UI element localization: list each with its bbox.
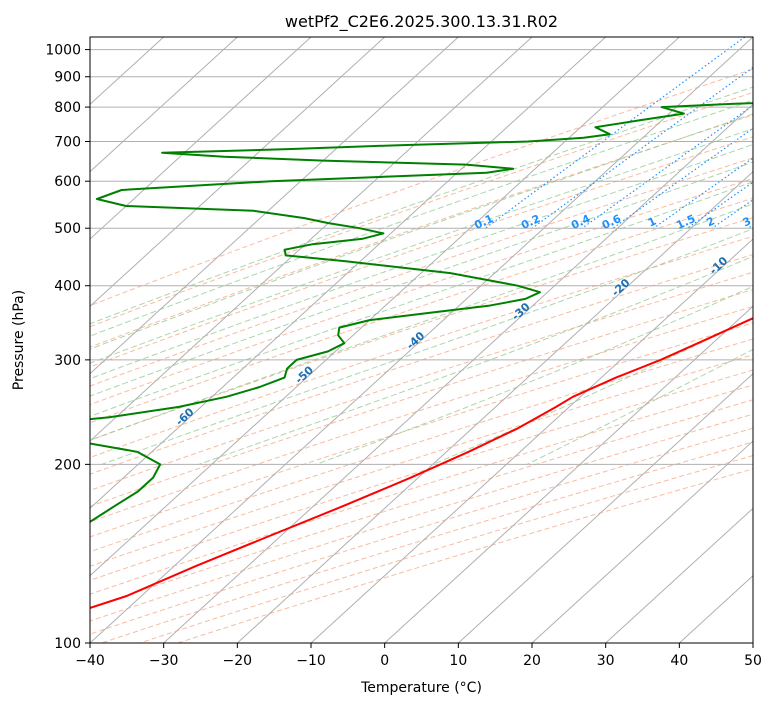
x-tick-label: −40 [75, 653, 105, 669]
isotherm-line [236, 170, 753, 643]
x-tick-label: −30 [149, 653, 179, 669]
mixing-ratio-line [612, 127, 753, 229]
x-tick-label: 0 [380, 653, 389, 669]
dry-adiabat [101, 441, 753, 643]
x-axis: −40 −30 −20 −10 0 10 20 30 40 50 [75, 643, 762, 669]
isotherm-line [90, 37, 680, 577]
isotherm-line [90, 37, 312, 240]
moist-adiabat [90, 203, 753, 441]
mixing-ratio-label: 1 [646, 215, 658, 230]
mixing-ratio-label: 3 [741, 215, 753, 230]
y-tick-label: 1000 [45, 43, 81, 59]
isotherm-line [163, 103, 753, 643]
isotherm-line [384, 305, 753, 643]
moist-adiabat [90, 113, 753, 350]
dewpoint-profile-line [90, 102, 753, 523]
y-tick-label: 800 [54, 100, 81, 116]
isotherm-label: -40 [404, 329, 428, 352]
mixing-ratio-line [747, 224, 753, 229]
y-tick-label: 700 [54, 134, 81, 150]
mixing-ratio-label: 0.1 [472, 212, 495, 232]
isotherm-label: -20 [609, 276, 633, 299]
y-tick-label: 300 [54, 353, 81, 369]
profile-series [90, 102, 753, 610]
grid-lines [90, 37, 753, 643]
dry-adiabat [90, 177, 753, 406]
isotherm-line [90, 37, 386, 308]
moist-adiabat [90, 161, 753, 397]
dry-adiabat [90, 68, 753, 307]
y-tick-label: 400 [54, 279, 81, 295]
isotherm-line [90, 37, 459, 375]
moist-adiabat [198, 255, 753, 465]
isotherm-line [90, 37, 533, 442]
moist-adiabat [101, 228, 753, 465]
isotherm-label: -50 [293, 363, 317, 386]
x-tick-label: 30 [597, 653, 615, 669]
mixing-ratio-label: 1.5 [674, 212, 697, 232]
isotherm-line [457, 372, 753, 643]
isotherm-line [90, 37, 753, 643]
isotherm-line [531, 440, 753, 643]
chart-title: wetPf2_C2E6.2025.300.13.31.R02 [285, 12, 558, 32]
dry-adiabat [139, 455, 753, 643]
x-tick-label: −20 [223, 653, 253, 669]
moist-adiabat [315, 285, 753, 465]
mixing-ratio-label: 4 [767, 214, 775, 229]
y-tick-label: 100 [54, 636, 81, 652]
dry-adiabat [90, 354, 753, 567]
mixing-ratio-label: 2 [704, 215, 716, 230]
isotherm-line [605, 507, 753, 643]
x-tick-label: −10 [296, 653, 326, 669]
temperature-profile-line [90, 317, 753, 610]
y-tick-label: 500 [54, 221, 81, 237]
x-tick-label: 50 [744, 653, 762, 669]
y-axis-label: Pressure (hPa) [11, 290, 27, 390]
isotherm-label: -30 [509, 300, 533, 323]
mixing-ratio-label: 0.2 [519, 212, 542, 232]
y-axis: 100 200 300 400 500 600 700 800 900 1000 [45, 43, 90, 652]
isotherm-line [752, 642, 753, 643]
dry-adiabat [90, 322, 753, 538]
dry-adiabat [90, 114, 753, 348]
mixing-ratio-label: 0.4 [569, 212, 592, 232]
y-tick-label: 600 [54, 174, 81, 190]
mixing-ratio-line [531, 66, 753, 229]
dry-adiabat [90, 305, 753, 523]
plot-frame [89, 36, 754, 644]
dry-adiabat [177, 468, 753, 643]
x-axis-label: Temperature (°C) [360, 680, 482, 696]
mixing-ratio-label: 0.6 [600, 212, 623, 232]
x-tick-label: 10 [449, 653, 467, 669]
isotherm-line [90, 37, 607, 510]
y-tick-label: 200 [54, 457, 81, 473]
mixing-ratio-line [581, 104, 753, 229]
dry-adiabat [90, 384, 753, 595]
moist-adiabat [90, 143, 753, 380]
dry-adiabat [90, 338, 753, 553]
y-tick-label: 900 [54, 70, 81, 86]
mixing-ratio-line [484, 37, 746, 229]
isotherm-line [90, 37, 238, 173]
x-tick-label: 40 [670, 653, 688, 669]
isotherm-line [310, 238, 753, 643]
x-tick-label: 20 [523, 653, 541, 669]
